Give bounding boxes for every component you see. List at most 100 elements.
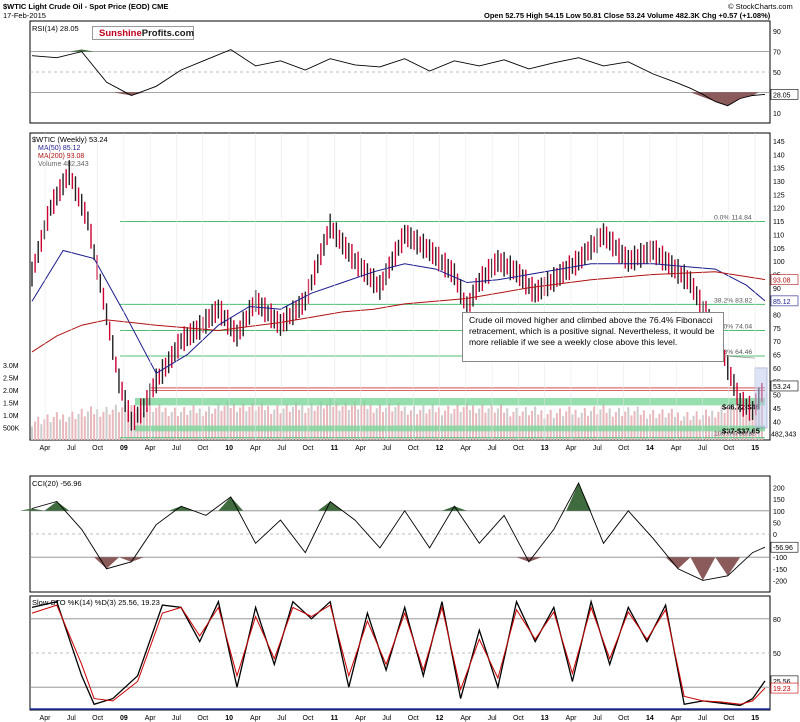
price-x-label: Jul xyxy=(488,445,497,452)
cci-tick-label: -200 xyxy=(773,578,787,585)
volume-bar xyxy=(326,403,329,440)
volume-bar xyxy=(83,416,86,440)
volume-bar xyxy=(164,407,167,440)
price-x-label: Jul xyxy=(698,445,707,452)
volume-bar xyxy=(574,409,577,440)
volume-bar xyxy=(301,405,304,440)
volume-bar xyxy=(431,404,434,440)
volume-bar xyxy=(46,414,49,440)
volume-bar xyxy=(506,408,509,440)
highlight-box xyxy=(754,367,768,429)
price-tick-label: 45 xyxy=(773,406,781,413)
price-x-label: Apr xyxy=(145,445,157,452)
volume-bar xyxy=(114,404,117,440)
volume-bar xyxy=(422,405,425,440)
price-tick-label: 40 xyxy=(773,419,781,426)
volume-bar xyxy=(285,403,288,440)
price-x-label: Jul xyxy=(593,445,602,452)
volume-tick-label: 1.5M xyxy=(3,401,19,408)
volume-bar xyxy=(307,408,310,440)
sto-x-label: Apr xyxy=(566,715,578,722)
volume-bar xyxy=(642,410,645,440)
volume-bar xyxy=(223,405,226,440)
volume-bar xyxy=(403,406,406,440)
volume-tick-label: 2.0M xyxy=(3,388,19,395)
cci-overbought-fill xyxy=(441,506,467,511)
sto-x-label: 11 xyxy=(331,715,339,722)
cci-tick-label: -150 xyxy=(773,567,787,574)
volume-bar xyxy=(739,398,742,440)
sto-x-label: 14 xyxy=(646,715,654,722)
volume-bar xyxy=(111,409,114,440)
sto-x-label: Jul xyxy=(172,715,181,722)
volume-bar xyxy=(385,407,388,440)
volume-bar xyxy=(62,414,65,440)
volume-bar xyxy=(291,406,294,440)
volume-bar xyxy=(173,407,176,440)
volume-bar xyxy=(652,409,655,440)
price-tick-label: 65 xyxy=(773,353,781,360)
ohlc-readout: Open 52.75 High 54.15 Low 50.81 Close 53… xyxy=(484,11,771,20)
volume-bar xyxy=(711,410,714,440)
volume-bar xyxy=(96,409,99,440)
volume-bar xyxy=(742,405,745,440)
volume-bar xyxy=(295,402,298,440)
support-zone xyxy=(135,425,765,432)
price-x-label: Oct xyxy=(197,445,208,452)
volume-bar xyxy=(226,400,229,440)
sto-d-line xyxy=(31,604,766,705)
cci-overbought-fill xyxy=(19,508,45,511)
rsi-line xyxy=(31,49,766,107)
rsi-tick-label: 10 xyxy=(773,111,781,118)
volume-bar xyxy=(49,421,52,440)
sto-x-label: Oct xyxy=(92,715,103,722)
price-tick-label: 70 xyxy=(773,339,781,346)
volume-bar xyxy=(751,402,754,440)
price-x-label: Jul xyxy=(67,445,76,452)
volume-bar xyxy=(90,406,93,440)
volume-bar xyxy=(583,408,586,440)
rsi-title: RSI(14) 28.05 xyxy=(32,24,79,33)
volume-bar xyxy=(456,404,459,440)
volume-bar xyxy=(627,407,630,440)
volume-bar xyxy=(257,406,260,440)
volume-bar xyxy=(608,408,611,440)
cci-tick-label: 100 xyxy=(773,509,785,516)
price-x-label: Apr xyxy=(40,445,52,452)
sto-last-value: 19.23 xyxy=(773,686,791,693)
sto-x-label: Apr xyxy=(460,715,472,722)
volume-bar xyxy=(636,406,639,440)
price-tick-label: 125 xyxy=(773,192,785,199)
sto-x-label: 09 xyxy=(120,715,128,722)
volume-bar xyxy=(52,417,55,440)
volume-bar xyxy=(136,408,139,440)
volume-bar xyxy=(394,407,397,440)
volume-bar xyxy=(357,409,360,440)
cci-oversold-fill xyxy=(665,557,691,569)
volume-bar xyxy=(462,407,465,440)
cci-overbought-fill xyxy=(168,506,194,511)
annotation-box: Crude oil moved higher and climbed above… xyxy=(462,312,724,362)
volume-tick-label: 2.5M xyxy=(3,376,19,383)
volume-bar xyxy=(248,406,251,440)
price-tick-label: 110 xyxy=(773,232,784,239)
volume-bar xyxy=(465,402,468,440)
fibonacci-label: 38.2% 83.82 xyxy=(714,297,752,304)
volume-bar xyxy=(338,410,341,440)
price-x-label: Oct xyxy=(303,445,314,452)
volume-bar xyxy=(478,408,481,440)
cci-tick-label: 0 xyxy=(773,532,777,539)
volume-bar xyxy=(105,406,108,440)
price-x-label: Apr xyxy=(671,445,683,452)
volume-bar xyxy=(102,411,105,440)
volume-bar xyxy=(453,408,456,440)
sto-x-label: Oct xyxy=(513,715,524,722)
price-last-box xyxy=(770,380,799,392)
price-x-label: 14 xyxy=(646,445,654,452)
cci-overbought-fill xyxy=(218,496,244,511)
volume-bar xyxy=(316,405,319,440)
volume-bar xyxy=(86,411,89,440)
volume-bar xyxy=(531,410,534,440)
fibonacci-label: 61.8% 64.46 xyxy=(714,349,752,356)
cci-oversold-fill xyxy=(516,557,542,562)
